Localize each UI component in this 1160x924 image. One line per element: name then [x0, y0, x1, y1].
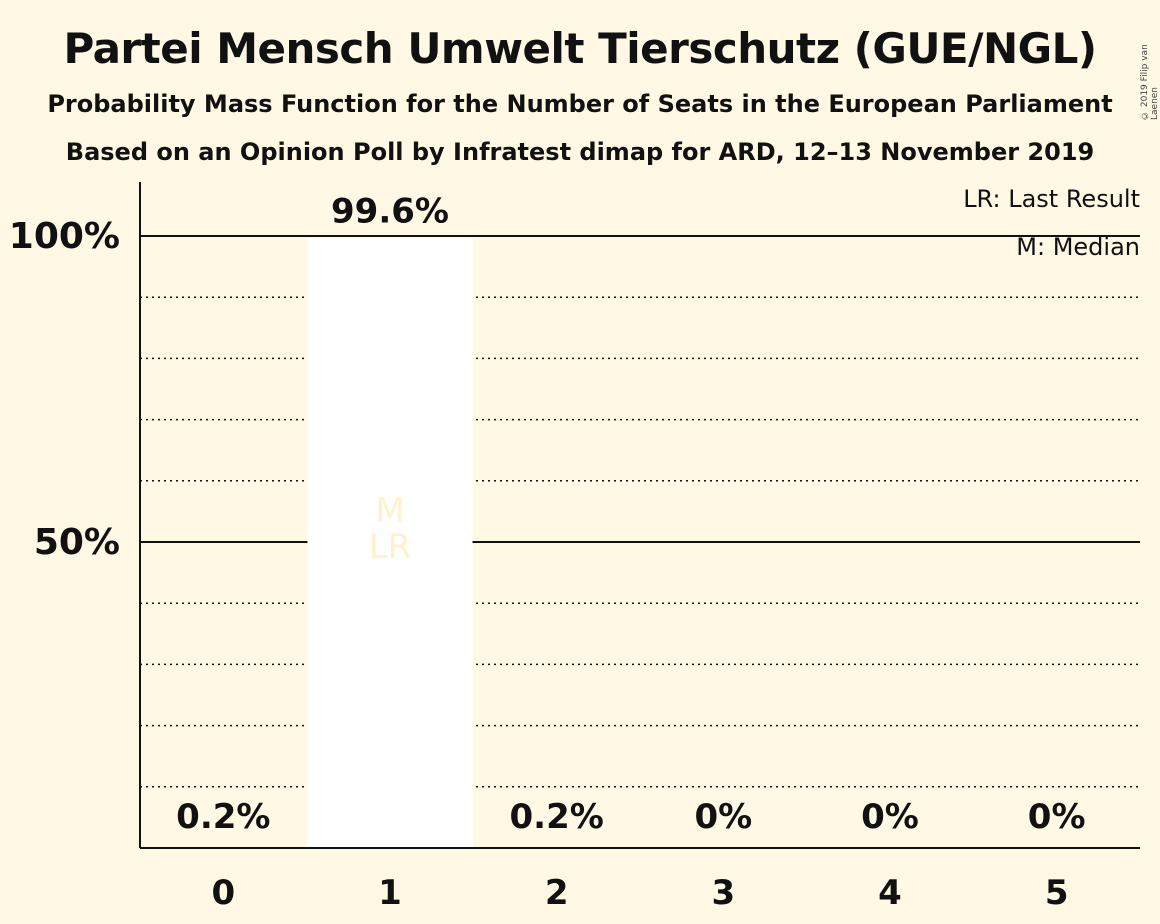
x-tick-label: 0 [211, 873, 235, 913]
y-tick-label: 100% [9, 216, 120, 257]
bar-value-label: 0.2% [510, 797, 604, 837]
bar-value-label: 0% [1028, 797, 1086, 837]
x-tick-label: 1 [378, 873, 402, 913]
bar-value-label: 99.6% [331, 191, 449, 231]
x-tick-label: 4 [878, 873, 902, 913]
legend-last-result: LR: Last Result [963, 185, 1140, 213]
chart-source: Based on an Opinion Poll by Infratest di… [65, 138, 1095, 166]
chart-subtitle: Probability Mass Function for the Number… [47, 90, 1113, 118]
bar-value-label: 0% [861, 797, 919, 837]
legend-median: M: Median [1016, 233, 1140, 261]
bar-seats-1 [307, 238, 473, 848]
last-result-marker: LR [369, 527, 412, 567]
chart-title: Partei Mensch Umwelt Tierschutz (GUE/NGL… [63, 24, 1097, 73]
y-tick-label: 50% [34, 522, 120, 563]
x-tick-label: 2 [545, 873, 569, 913]
median-marker: M [375, 491, 404, 531]
x-tick-label: 3 [711, 873, 735, 913]
bar-value-label: 0% [694, 797, 752, 837]
bar-value-label: 0.2% [176, 797, 270, 837]
x-tick-label: 5 [1045, 873, 1069, 913]
